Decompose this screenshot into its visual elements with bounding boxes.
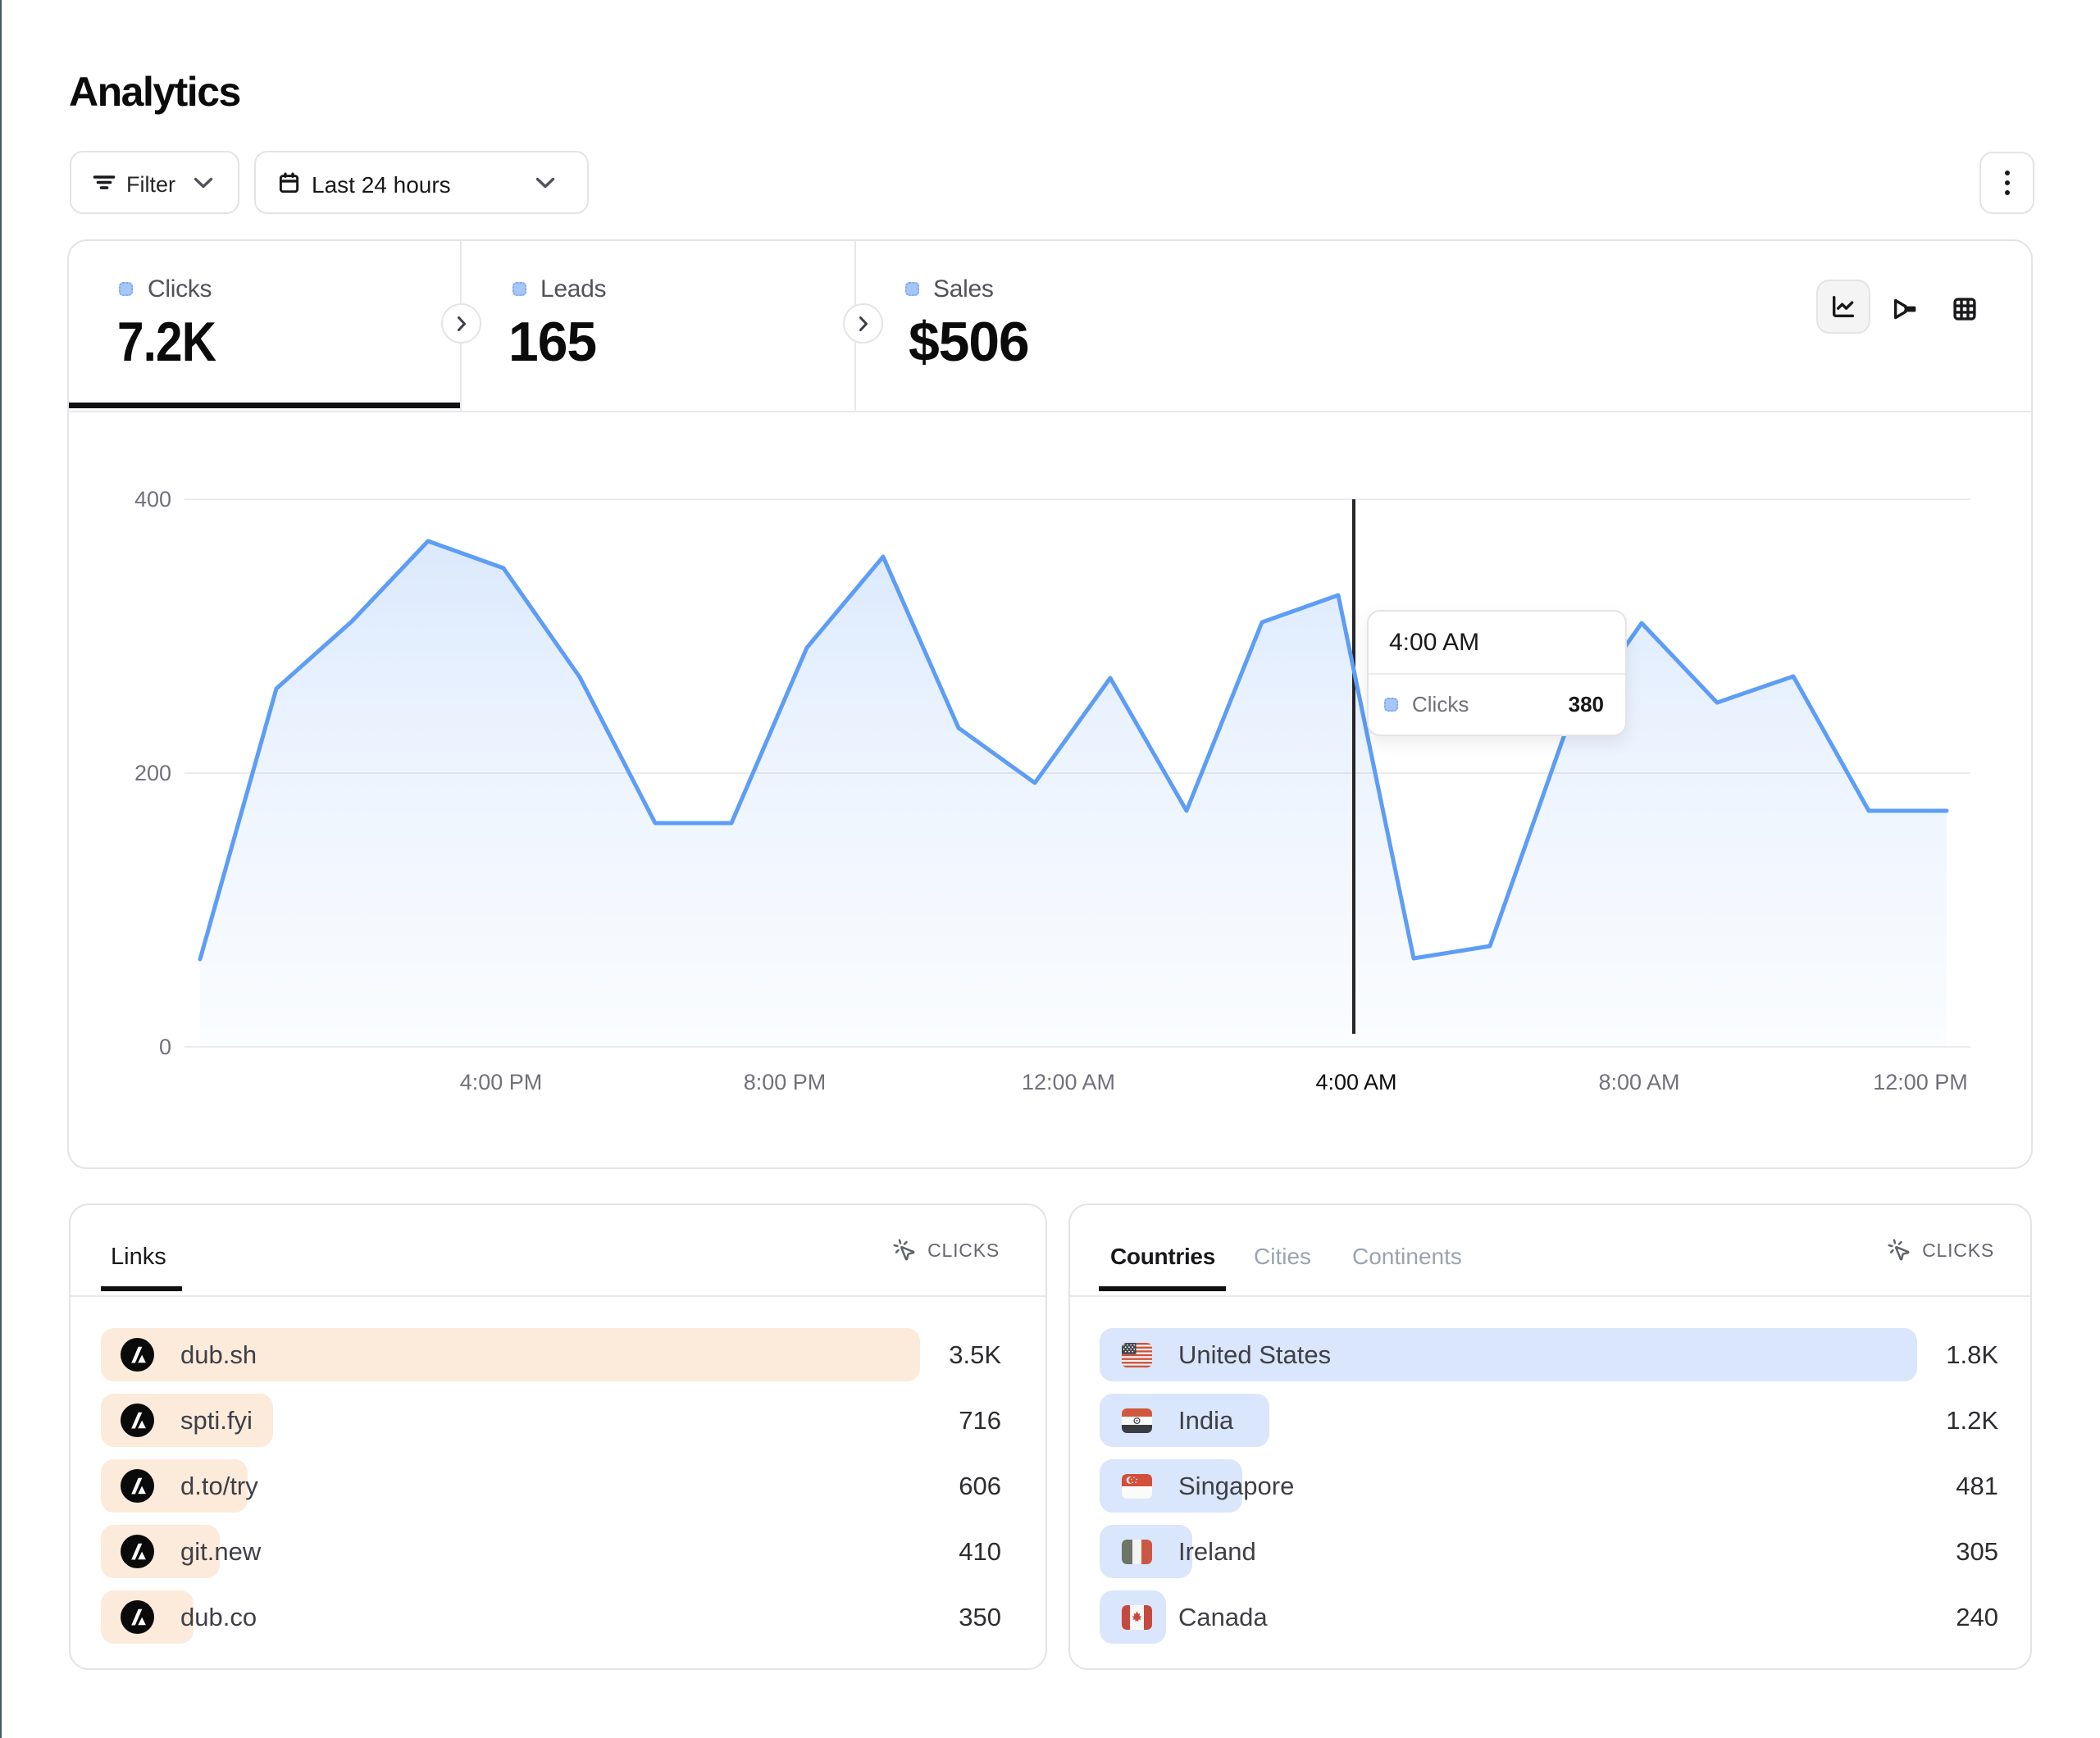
svg-text:200: 200: [134, 761, 171, 785]
svg-text:0: 0: [159, 1035, 171, 1059]
svg-text:8:00 PM: 8:00 PM: [744, 1070, 827, 1094]
svg-text:4:00 PM: 4:00 PM: [460, 1070, 543, 1094]
svg-text:400: 400: [134, 487, 171, 512]
svg-text:12:00 AM: 12:00 AM: [1022, 1070, 1115, 1094]
svg-text:12:00 PM: 12:00 PM: [1873, 1070, 1968, 1094]
svg-text:4:00 AM: 4:00 AM: [1315, 1070, 1396, 1094]
svg-text:8:00 AM: 8:00 AM: [1598, 1070, 1679, 1094]
